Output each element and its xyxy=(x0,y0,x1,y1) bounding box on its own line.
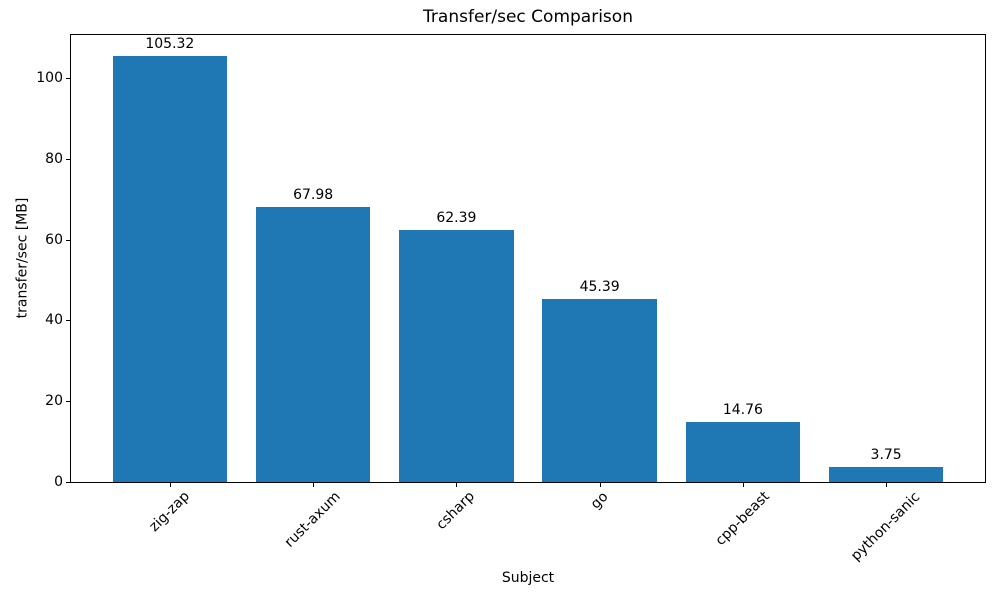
bar-value-label: 105.32 xyxy=(145,36,195,53)
x-tick xyxy=(600,483,601,487)
y-tick xyxy=(66,320,70,321)
bar-value-label: 62.39 xyxy=(436,209,477,226)
y-tick-label: 40 xyxy=(45,312,63,328)
x-tick xyxy=(313,483,314,487)
bar-zig-zap xyxy=(112,56,228,482)
y-tick xyxy=(66,159,70,160)
x-tick-label: rust-axum xyxy=(281,488,344,551)
y-tick xyxy=(66,401,70,402)
bar-csharp xyxy=(399,229,514,482)
x-tick-label: python-sanic xyxy=(848,488,924,564)
x-tick-label: cpp-beast xyxy=(712,488,773,549)
y-tick-label: 80 xyxy=(45,151,63,167)
chart-title: Transfer/sec Comparison xyxy=(423,7,633,27)
y-axis-label: transfer/sec [MB] xyxy=(14,197,31,319)
y-tick-label: 20 xyxy=(45,393,63,409)
plot-area: 0 20 40 60 80 100 105.32 zig-zap 67.98 rust-axum 6… xyxy=(36,34,986,564)
bar-value-label: 3.75 xyxy=(870,446,902,463)
y-tick-label: 0 xyxy=(54,474,63,490)
y-tick xyxy=(66,482,70,483)
x-tick xyxy=(170,483,171,487)
bar-go xyxy=(542,298,657,482)
bar-python-sanic xyxy=(828,466,944,482)
x-tick xyxy=(743,483,744,487)
bar-cpp-beast xyxy=(685,422,801,482)
x-tick xyxy=(456,483,457,487)
x-tick-label: go xyxy=(587,488,612,513)
y-tick xyxy=(66,78,70,79)
y-tick-label: 100 xyxy=(36,70,63,86)
y-tick xyxy=(66,240,70,241)
bar-rust-axum xyxy=(255,207,371,482)
bar-value-label: 45.39 xyxy=(579,278,620,295)
bar-value-label: 14.76 xyxy=(722,402,763,419)
y-tick-label: 60 xyxy=(45,232,63,248)
x-tick-label: csharp xyxy=(433,488,479,534)
x-axis-label: Subject xyxy=(501,570,555,586)
x-tick xyxy=(886,483,887,487)
bar-value-label: 67.98 xyxy=(293,187,334,204)
x-tick-label: zig-zap xyxy=(146,488,193,536)
